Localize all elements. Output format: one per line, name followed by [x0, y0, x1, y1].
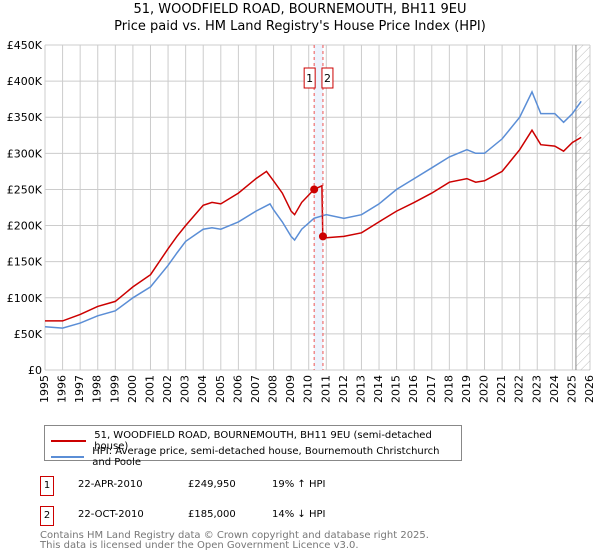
- sale-point: [318, 232, 327, 241]
- x-tick-label: 1995: [38, 375, 51, 403]
- x-tick-label: 2018: [442, 375, 455, 403]
- y-tick-label: £100K: [7, 292, 43, 305]
- sale-label: 1: [306, 72, 313, 85]
- legend-hpi: HPI: Average price, semi-detached house,…: [92, 446, 440, 468]
- sale-point: [310, 185, 319, 194]
- chart-subtitle: Price paid vs. HM Land Registry's House …: [114, 19, 486, 34]
- y-tick-label: £250K: [7, 183, 43, 196]
- x-tick-label: 2003: [179, 375, 192, 403]
- x-tick-label: 2025: [565, 375, 578, 403]
- x-tick-label: 2015: [390, 375, 403, 403]
- y-tick-label: £150K: [7, 256, 43, 269]
- footer-line-2: This data is licensed under the Open Gov…: [40, 540, 359, 551]
- x-tick-label: 2002: [161, 375, 174, 403]
- y-tick-label: £200K: [7, 220, 43, 233]
- chart-title: 51, WOODFIELD ROAD, BOURNEMOUTH, BH11 9E…: [133, 2, 467, 17]
- legend-blue-line: [51, 456, 85, 458]
- footer-line-1: Contains HM Land Registry data © Crown c…: [40, 530, 429, 541]
- price-chart: 1995 1996 1997 1998 1999 2000 2001 2002 2003 2004…: [7, 39, 596, 403]
- x-tick-label: 2020: [478, 375, 491, 403]
- y-tick-label: £0: [28, 364, 42, 377]
- sale-price: £249,950: [188, 479, 236, 490]
- sale-number-badge: 1: [40, 476, 54, 496]
- y-tick-label: £300K: [7, 147, 43, 160]
- x-tick-label: 2016: [407, 375, 420, 403]
- footer: Contains HM Land Registry data © Crown c…: [40, 531, 429, 551]
- forecast-hatch: [575, 45, 590, 370]
- legend-red-line: [51, 440, 87, 442]
- sale-number-badge: 2: [40, 506, 54, 526]
- sale-hpi-diff: 14% ↓ HPI: [272, 509, 326, 520]
- x-tick-label: 2023: [530, 375, 543, 403]
- x-tick-label: 2008: [267, 375, 280, 403]
- x-tick-label: 2022: [513, 375, 526, 403]
- legend: 51, WOODFIELD ROAD, BOURNEMOUTH, BH11 9E…: [44, 425, 462, 468]
- x-tick-label: 1998: [91, 375, 104, 403]
- x-tick-label: 1997: [73, 375, 86, 403]
- series-line: [44, 90, 582, 329]
- x-tick-label: 2014: [372, 375, 385, 403]
- sale-period-band: [314, 45, 323, 370]
- sale-row: 1 22-APR-2010 £249,950 19% ↑ HPI: [0, 476, 600, 496]
- x-tick-label: 2006: [231, 375, 244, 403]
- sale-label-box: [303, 67, 316, 89]
- y-tick-label: £450K: [7, 39, 43, 52]
- sale-label: 2: [324, 72, 331, 85]
- legend-property: 51, WOODFIELD ROAD, BOURNEMOUTH, BH11 9E…: [94, 430, 432, 452]
- x-tick-label: 2000: [126, 375, 139, 403]
- x-tick-label: 2001: [143, 375, 156, 403]
- x-tick-label: 2005: [214, 375, 227, 403]
- x-tick-label: 2017: [425, 375, 438, 403]
- y-tick-label: £50K: [14, 328, 43, 341]
- y-tick-label: £400K: [7, 75, 43, 88]
- y-tick-label: £350K: [7, 111, 43, 124]
- x-tick-label: 2026: [583, 375, 596, 403]
- x-tick-label: 2007: [249, 375, 262, 403]
- x-tick-label: 1996: [56, 375, 69, 403]
- sale-date: 22-OCT-2010: [78, 509, 144, 520]
- sale-hpi-diff: 19% ↑ HPI: [272, 479, 326, 490]
- x-tick-label: 1999: [108, 375, 121, 403]
- sale-date: 22-APR-2010: [78, 479, 143, 490]
- sale-label-box: [321, 67, 334, 89]
- x-tick-label: 2013: [354, 375, 367, 403]
- x-tick-label: 2010: [302, 375, 315, 403]
- x-tick-label: 2004: [196, 375, 209, 403]
- x-tick-label: 2021: [495, 375, 508, 403]
- x-tick-label: 2011: [319, 375, 332, 403]
- x-tick-label: 2024: [548, 375, 561, 403]
- x-tick-label: 2009: [284, 375, 297, 403]
- x-tick-label: 2012: [337, 375, 350, 403]
- sale-price: £185,000: [188, 509, 236, 520]
- x-tick-label: 2019: [460, 375, 473, 403]
- sale-row: 2 22-OCT-2010 £185,000 14% ↓ HPI: [0, 506, 600, 526]
